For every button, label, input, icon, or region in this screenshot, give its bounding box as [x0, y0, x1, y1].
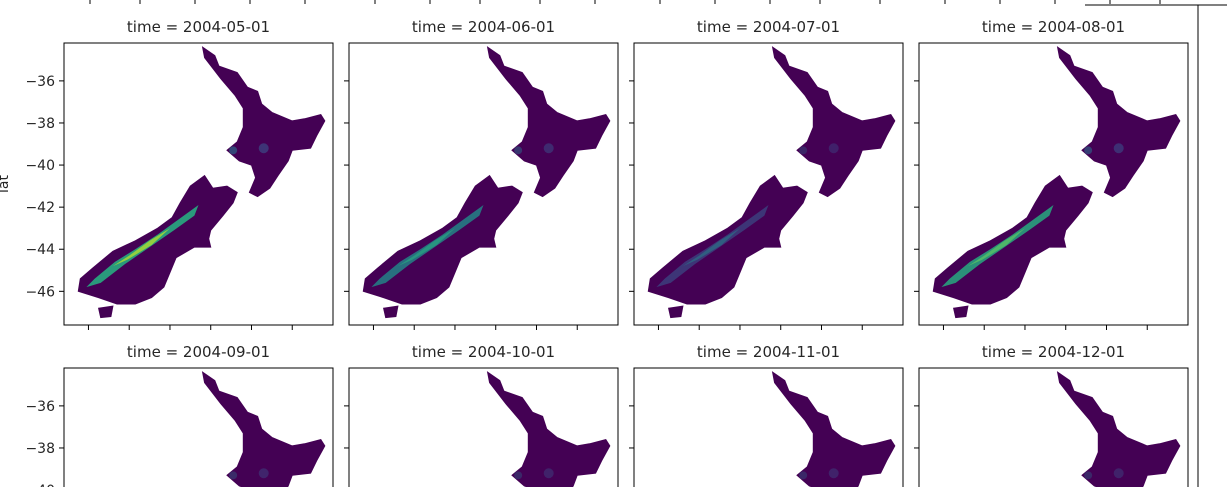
y-tick-label: −36	[25, 74, 55, 90]
panel-4: time = 2004-08-01	[914, 18, 1189, 330]
taranaki-peak	[1084, 146, 1093, 155]
taranaki-peak	[799, 146, 808, 155]
north-island	[1056, 371, 1181, 487]
panel-frame	[63, 42, 334, 326]
north-island	[771, 371, 896, 487]
y-tick-label: −44	[25, 242, 55, 258]
north-island	[201, 46, 326, 198]
alpine-core	[967, 228, 1025, 267]
north-peak	[1113, 143, 1124, 154]
panel-title: time = 2004-08-01	[982, 18, 1125, 36]
panel-title: time = 2004-11-01	[697, 343, 840, 361]
taranaki-peak	[229, 146, 238, 155]
taranaki-peak	[1084, 471, 1093, 480]
north-peak	[828, 143, 839, 154]
panel-title: time = 2004-05-01	[127, 18, 270, 36]
y-tick-label: −42	[25, 200, 55, 216]
panel-1: time = 2004-05-01 −36 −38 −40 −42 −44 −46	[25, 18, 334, 330]
panel-2: time = 2004-06-01	[344, 18, 619, 330]
y-axis-label: lat	[0, 175, 12, 193]
north-island	[486, 46, 611, 198]
north-peak	[543, 468, 554, 479]
panel-5: time = 2004-09-01−36−38−40−42−44−46	[25, 343, 334, 487]
stewart-island	[97, 305, 114, 319]
panel-title: time = 2004-06-01	[412, 18, 555, 36]
panel-frame	[918, 42, 1189, 326]
stewart-island	[382, 305, 399, 319]
north-island	[201, 371, 326, 487]
stewart-island	[667, 305, 684, 319]
y-tick-label: −46	[25, 284, 55, 300]
north-peak	[543, 143, 554, 154]
panel-frame	[633, 367, 904, 487]
panel-6: time = 2004-10-01	[344, 343, 619, 487]
alpine-band	[656, 205, 769, 288]
panel-3: time = 2004-07-01	[629, 18, 904, 330]
alpine-core	[682, 228, 740, 267]
alpine-core	[112, 228, 170, 267]
panel-frame	[348, 367, 619, 487]
panel-title: time = 2004-10-01	[412, 343, 555, 361]
panel-frame	[348, 42, 619, 326]
north-peak	[1113, 468, 1124, 479]
north-island	[771, 46, 896, 198]
panel-frame	[633, 42, 904, 326]
y-tick-label: −38	[25, 441, 55, 457]
panel-7: time = 2004-11-01	[629, 343, 904, 487]
panel-title: time = 2004-07-01	[697, 18, 840, 36]
taranaki-peak	[229, 471, 238, 480]
y-tick-label: −40	[25, 483, 55, 487]
panel-title: time = 2004-09-01	[127, 343, 270, 361]
panel-frame	[918, 367, 1189, 487]
taranaki-peak	[514, 146, 523, 155]
y-tick-label: −40	[25, 158, 55, 174]
stewart-island	[952, 305, 969, 319]
north-peak	[258, 468, 269, 479]
panel-title: time = 2004-12-01	[982, 343, 1125, 361]
taranaki-peak	[514, 471, 523, 480]
panel-frame	[63, 367, 334, 487]
north-island	[1056, 46, 1181, 198]
y-tick-label: −38	[25, 116, 55, 132]
panel-8: time = 2004-12-01	[914, 343, 1189, 487]
taranaki-peak	[799, 471, 808, 480]
north-island	[486, 371, 611, 487]
alpine-core	[397, 228, 455, 267]
north-peak	[258, 143, 269, 154]
north-peak	[828, 468, 839, 479]
y-tick-label: −36	[25, 399, 55, 415]
